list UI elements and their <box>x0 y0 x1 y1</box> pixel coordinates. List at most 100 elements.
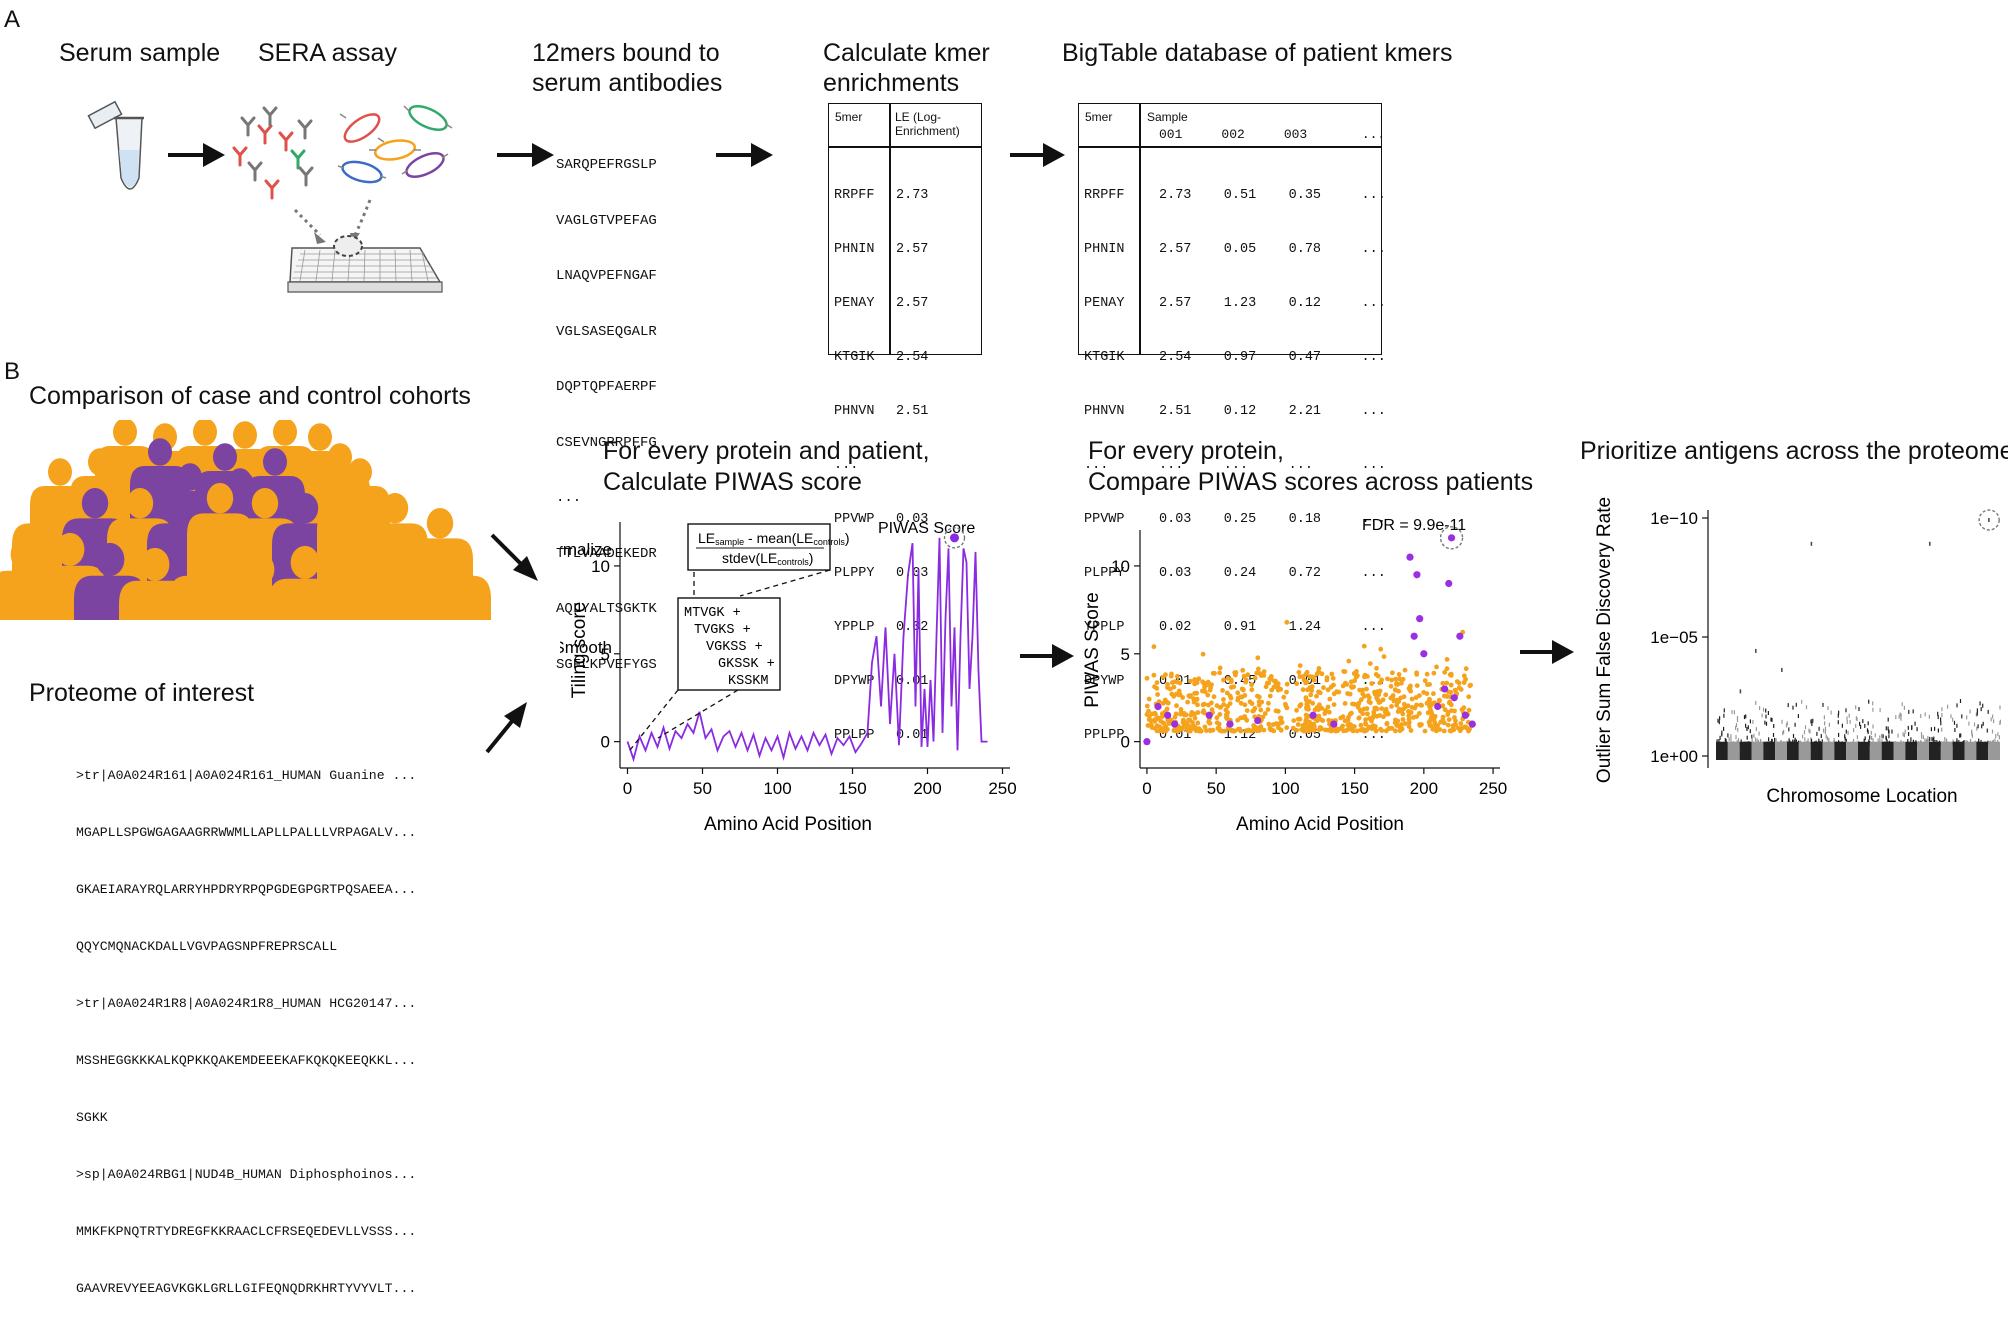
gene-point <box>1941 727 1943 732</box>
gene-point <box>1920 714 1922 718</box>
scatter-point <box>1244 717 1250 723</box>
scatter-point <box>1227 701 1233 706</box>
scatter-point <box>1409 696 1415 702</box>
gene-point <box>1887 717 1889 722</box>
gene-point <box>1979 701 1981 706</box>
scatter-point <box>1330 675 1336 681</box>
scatter-point <box>1206 702 1211 708</box>
scatter-point <box>1466 694 1472 700</box>
scatter-point <box>1177 680 1183 686</box>
gene-point <box>1771 717 1773 722</box>
gene-point <box>1959 733 1961 738</box>
gene-point <box>1723 708 1725 713</box>
scatter-point <box>1434 664 1439 670</box>
scatter-point <box>1284 725 1290 731</box>
gene-point <box>1844 734 1846 739</box>
panel-label-a: A <box>4 6 21 33</box>
antibodies-icon <box>232 106 314 200</box>
scatter-point <box>1305 703 1311 709</box>
gene-point <box>1735 725 1737 730</box>
scatter-point <box>1442 693 1447 699</box>
gene-point <box>1997 732 1999 737</box>
scatter-point <box>1422 728 1428 734</box>
fasta-line: >tr|A0A024R161|A0A024R161_HUMAN Guanine … <box>76 768 417 783</box>
gene-point <box>1870 741 1872 746</box>
gene-point <box>1987 740 1989 745</box>
gene-point <box>1838 710 1840 715</box>
scatter-point <box>1242 702 1248 708</box>
scatter-point <box>1279 720 1285 725</box>
scatter-point <box>1195 702 1200 708</box>
kmer-cell: PHNVN <box>1084 404 1125 419</box>
scatter-point <box>1214 720 1220 726</box>
kmer-cell: KTGIK <box>1084 350 1125 365</box>
x-tick-label: 0 <box>623 779 632 798</box>
gene-point <box>1982 721 1984 726</box>
chromosome-band <box>1798 741 1811 760</box>
gene-point <box>1795 702 1797 707</box>
scatter-point <box>1353 674 1359 680</box>
gene-point <box>1823 715 1825 720</box>
gene-point <box>1973 741 1975 746</box>
piwas-chart-title: For every protein, Compare PIWAS scores … <box>1088 437 1534 496</box>
scatter-point <box>1394 722 1400 728</box>
scatter-point <box>1148 718 1154 723</box>
bigtable-row: 2.73 0.51 0.35 ... <box>1159 188 1386 203</box>
bigtable-value-columns: 2.73 0.51 0.35 ... 2.57 0.05 0.78 ... 2.… <box>1159 151 1386 781</box>
scatter-point <box>1414 683 1420 688</box>
gene-point <box>1871 735 1873 740</box>
scatter-point <box>1448 671 1454 677</box>
x-tick-label: 100 <box>763 779 791 798</box>
le-cell: 0.01 <box>896 728 929 743</box>
scatter-point <box>1381 714 1386 720</box>
scatter-point <box>1238 700 1244 706</box>
gene-point <box>1765 741 1767 746</box>
scatter-point <box>1325 704 1331 710</box>
gene-point <box>1807 738 1809 743</box>
scatter-point <box>1347 711 1353 717</box>
scatter-point <box>1397 676 1402 682</box>
gene-point <box>1976 708 1978 713</box>
scatter-point <box>1345 717 1351 723</box>
gene-point <box>1755 727 1757 732</box>
scatter-point <box>1255 655 1261 661</box>
scatter-point <box>1361 643 1367 649</box>
gene-point <box>1940 721 1942 726</box>
chromosome-band <box>1976 741 1989 760</box>
scatter-point <box>1366 695 1372 701</box>
scatter-point <box>1383 706 1389 712</box>
le-cell: 2.57 <box>896 242 929 257</box>
scatter-point <box>1266 700 1271 706</box>
kmer-cell: PPLPP <box>1084 728 1125 743</box>
scatter-point <box>1146 696 1152 702</box>
le-cell: 0.03 <box>896 512 929 527</box>
scatter-point <box>1452 715 1457 720</box>
scatter-point <box>1295 722 1301 727</box>
scatter-point <box>1406 720 1412 725</box>
gene-point <box>1988 741 1990 746</box>
scatter-point <box>1211 694 1217 700</box>
scatter-point <box>1360 711 1366 717</box>
peptide-item: ... <box>556 490 582 506</box>
gene-point <box>1920 732 1923 737</box>
gene-point <box>1765 721 1768 726</box>
gene-point <box>1884 741 1886 746</box>
gene-point <box>1776 741 1778 746</box>
gene-point <box>1781 719 1783 724</box>
case-point <box>1445 579 1453 588</box>
gene-point <box>1789 740 1791 745</box>
gene-point <box>1947 704 1949 709</box>
gene-point <box>1910 737 1912 742</box>
gene-point <box>1733 710 1735 715</box>
gene-point <box>1853 741 1855 746</box>
scatter-point <box>1281 694 1287 700</box>
gene-point <box>1895 741 1897 746</box>
scatter-point <box>1300 687 1306 693</box>
gene-point <box>1721 732 1723 737</box>
gene-point <box>1853 728 1855 733</box>
scatter-point <box>1253 726 1259 731</box>
scatter-point <box>1154 680 1160 685</box>
x-tick-label: 0 <box>1142 779 1151 798</box>
gene-point <box>1897 733 1899 738</box>
gene-point <box>1786 741 1788 745</box>
